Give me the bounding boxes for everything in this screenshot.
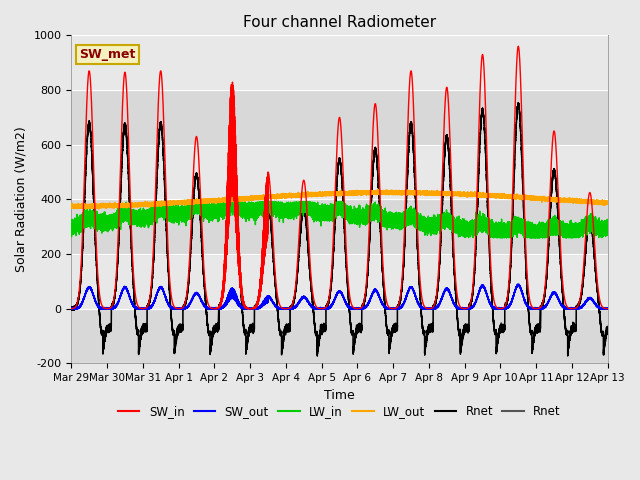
Text: SW_met: SW_met bbox=[79, 48, 136, 61]
Y-axis label: Solar Radiation (W/m2): Solar Radiation (W/m2) bbox=[15, 127, 28, 272]
Bar bbox=[71, 309, 608, 363]
X-axis label: Time: Time bbox=[324, 389, 355, 402]
Bar bbox=[71, 90, 608, 144]
Bar bbox=[71, 36, 608, 90]
Bar bbox=[71, 144, 608, 199]
Title: Four channel Radiometer: Four channel Radiometer bbox=[243, 15, 436, 30]
Legend: SW_in, SW_out, LW_in, LW_out, Rnet, Rnet: SW_in, SW_out, LW_in, LW_out, Rnet, Rnet bbox=[113, 401, 566, 423]
Bar bbox=[71, 254, 608, 309]
Bar bbox=[71, 199, 608, 254]
